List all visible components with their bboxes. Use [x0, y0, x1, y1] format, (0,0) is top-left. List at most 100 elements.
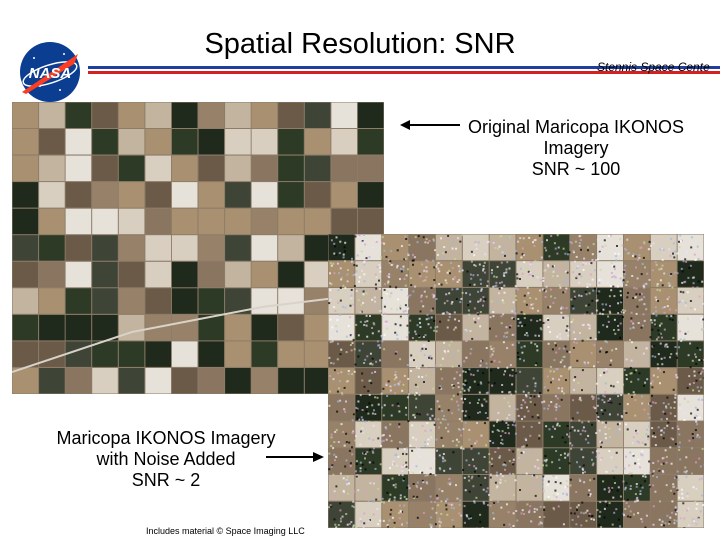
field-parcel — [357, 208, 384, 235]
field-parcel — [39, 368, 65, 394]
field-parcel — [489, 368, 516, 394]
field-parcel — [304, 314, 331, 341]
field-parcel — [650, 394, 677, 421]
center-name: Stennis Space Cente — [597, 60, 710, 74]
field-parcel — [331, 155, 357, 182]
field-parcel — [65, 368, 92, 394]
header-rule-red — [88, 71, 720, 74]
field-parcel — [278, 102, 304, 128]
field-parcel — [145, 288, 171, 314]
field-parcel — [570, 314, 597, 341]
field-parcel — [92, 261, 118, 288]
field-parcel — [39, 288, 65, 314]
field-parcel — [489, 501, 516, 528]
field-parcel — [435, 288, 462, 314]
field-parcel — [225, 368, 251, 394]
field-parcel — [65, 182, 92, 208]
field-parcel — [489, 394, 516, 421]
field-parcel — [171, 341, 198, 367]
field-parcel — [435, 501, 462, 528]
field-parcel — [623, 368, 650, 394]
field-parcel — [409, 448, 435, 474]
caption-noisy-line: SNR ~ 2 — [131, 470, 201, 490]
field-parcel — [198, 129, 225, 155]
field-parcel — [304, 261, 331, 288]
field-parcel — [12, 368, 39, 394]
field-parcel — [650, 501, 677, 528]
caption-noisy: Maricopa IKONOS Imagery with Noise Added… — [30, 428, 302, 491]
field-parcel — [39, 102, 65, 128]
field-parcel — [278, 288, 304, 314]
field-parcel — [328, 448, 355, 474]
field-parcel — [65, 235, 92, 261]
caption-original-line: Imagery — [543, 138, 609, 158]
field-parcel — [118, 129, 145, 155]
field-parcel — [462, 288, 489, 314]
field-parcel — [198, 288, 225, 314]
field-parcel — [597, 368, 623, 394]
field-parcel — [304, 368, 331, 394]
field-parcel — [516, 288, 543, 314]
copyright-note: Includes material © Space Imaging LLC — [146, 526, 305, 536]
field-parcel — [118, 235, 145, 261]
field-parcel — [409, 501, 435, 528]
field-parcel — [489, 448, 516, 474]
field-parcel — [623, 314, 650, 341]
field-parcel — [65, 129, 92, 155]
field-parcel — [12, 102, 39, 128]
caption-noisy-line: Maricopa IKONOS Imagery — [56, 428, 276, 448]
field-parcel — [355, 394, 382, 421]
field-parcel — [489, 314, 516, 341]
field-parcel — [251, 155, 278, 182]
field-parcel — [171, 182, 198, 208]
field-parcel — [198, 235, 225, 261]
header-rule-blue — [88, 66, 720, 69]
field-parcel — [304, 235, 331, 261]
field-parcel — [145, 129, 171, 155]
field-parcel — [251, 288, 278, 314]
field-parcel — [650, 448, 677, 474]
field-parcel — [198, 155, 225, 182]
field-parcel — [278, 368, 304, 394]
field-parcel — [198, 261, 225, 288]
field-parcel — [118, 155, 145, 182]
field-parcel — [304, 155, 331, 182]
field-parcel — [225, 261, 251, 288]
field-parcel — [543, 234, 570, 261]
field-parcel — [65, 314, 92, 341]
field-parcel — [198, 368, 225, 394]
field-parcel — [357, 155, 384, 182]
field-parcel — [39, 261, 65, 288]
field-parcel — [382, 394, 409, 421]
field-parcel — [92, 155, 118, 182]
field-parcel — [650, 341, 677, 368]
field-parcel — [145, 235, 171, 261]
field-parcel — [597, 261, 623, 287]
field-parcel — [12, 182, 39, 208]
field-parcel — [516, 448, 543, 474]
field-parcel — [357, 102, 384, 128]
field-parcel — [278, 208, 304, 235]
field-parcel — [331, 208, 357, 235]
field-parcel — [118, 288, 145, 314]
field-parcel — [597, 448, 623, 474]
field-parcel — [39, 182, 65, 208]
field-parcel — [225, 341, 251, 367]
field-parcel — [331, 102, 357, 128]
field-parcel — [145, 261, 171, 288]
field-parcel — [118, 261, 145, 288]
field-parcel — [623, 448, 650, 474]
field-parcel — [171, 314, 198, 341]
field-parcel — [171, 368, 198, 394]
field-parcel — [570, 394, 597, 421]
field-parcel — [251, 368, 278, 394]
field-parcel — [597, 234, 623, 261]
field-parcel — [328, 475, 355, 501]
field-parcel — [12, 155, 39, 182]
field-parcel — [278, 155, 304, 182]
field-parcel — [623, 341, 650, 368]
field-parcel — [278, 235, 304, 261]
field-parcel — [65, 102, 92, 128]
field-parcel — [251, 182, 278, 208]
field-parcel — [92, 208, 118, 235]
